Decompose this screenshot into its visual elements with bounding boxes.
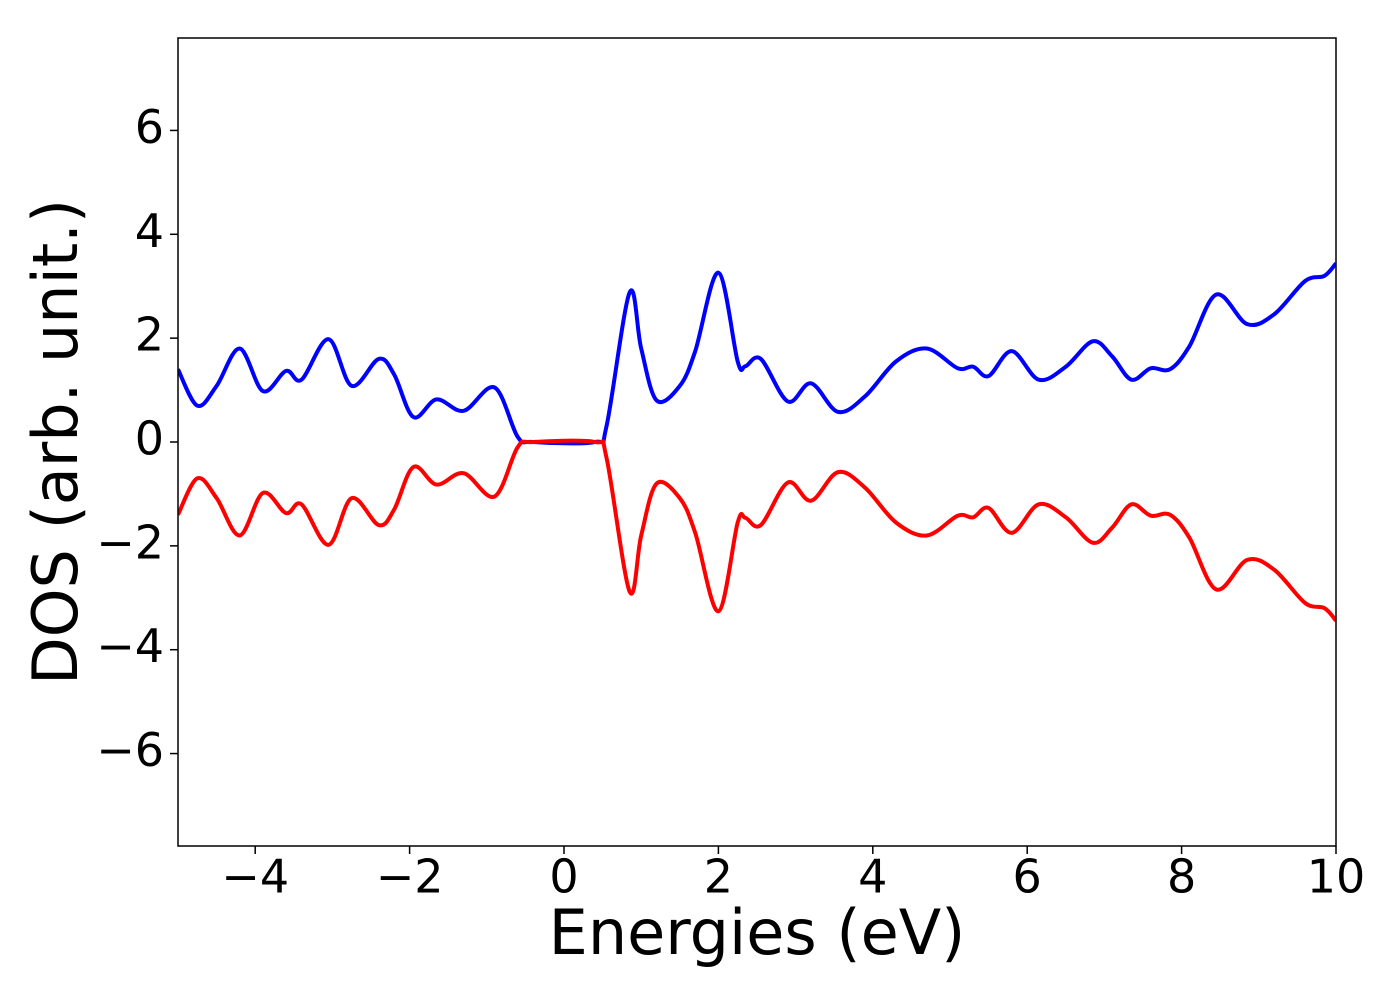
y-axis-label: DOS (arb. unit.): [19, 199, 92, 685]
x-tick-label: 4: [858, 850, 887, 904]
y-tick-label: 0: [135, 412, 164, 466]
x-tick-label: 2: [704, 850, 733, 904]
dos-line: [178, 262, 1336, 446]
x-axis-label: Energies (eV): [549, 896, 966, 969]
y-tick-label: −4: [96, 619, 164, 673]
dos-line: [178, 438, 1336, 622]
x-tick-label: −2: [376, 850, 444, 904]
x-tick-label: 0: [549, 850, 578, 904]
y-tick-label: 6: [135, 100, 164, 154]
x-tick-label: 10: [1307, 850, 1366, 904]
y-tick-label: −2: [96, 515, 164, 569]
plot-frame: [177, 37, 1337, 847]
x-tick-label: 6: [1013, 850, 1042, 904]
y-tick-label: 2: [135, 308, 164, 362]
x-tick-label: 8: [1167, 850, 1196, 904]
x-tick-label: −4: [221, 850, 289, 904]
y-tick-label: −6: [96, 723, 164, 777]
y-tick-label: 4: [135, 204, 164, 258]
